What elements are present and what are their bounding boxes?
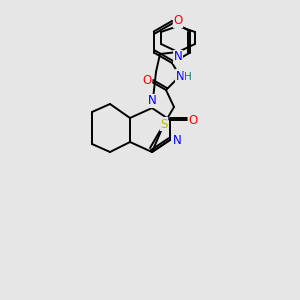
Text: S: S xyxy=(160,118,168,130)
Text: N: N xyxy=(174,50,182,64)
Text: O: O xyxy=(188,113,198,127)
Text: N: N xyxy=(172,134,182,146)
Text: H: H xyxy=(184,72,192,82)
Text: N: N xyxy=(176,70,184,83)
Text: O: O xyxy=(142,74,152,88)
Text: O: O xyxy=(173,14,183,28)
Text: N: N xyxy=(148,94,156,107)
